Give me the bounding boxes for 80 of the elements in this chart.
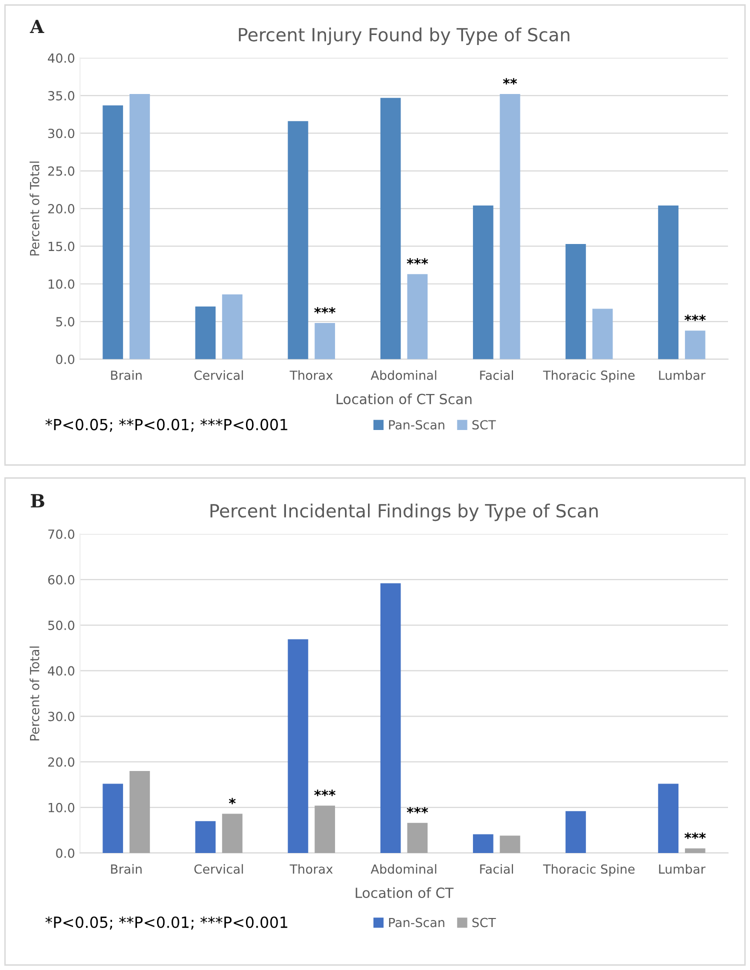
bar bbox=[130, 94, 150, 360]
bar bbox=[684, 330, 706, 360]
legend-label: Pan-Scan bbox=[389, 918, 444, 928]
y-tick-label: 30.0 bbox=[48, 712, 74, 722]
x-tick-label: Facial bbox=[480, 370, 513, 380]
y-tick-label: 25.0 bbox=[48, 166, 74, 176]
bar bbox=[500, 836, 520, 853]
bar bbox=[684, 848, 706, 853]
legend-label: SCT bbox=[472, 420, 496, 430]
x-tick-label: Brain bbox=[111, 864, 142, 874]
x-tick-label: Cervical bbox=[194, 370, 243, 380]
x-tick-label: Thorax bbox=[290, 370, 333, 380]
bar bbox=[102, 105, 124, 360]
y-tick-label: 40.0 bbox=[48, 666, 74, 676]
y-tick-label: 70.0 bbox=[48, 529, 74, 539]
bar bbox=[222, 294, 242, 360]
y-tick-label: 20.0 bbox=[48, 757, 74, 767]
bar bbox=[102, 784, 124, 853]
bar bbox=[222, 814, 242, 853]
y-tick-label: 30.0 bbox=[48, 128, 74, 138]
x-tick-label: Brain bbox=[111, 370, 142, 380]
bar bbox=[592, 308, 613, 360]
annotation: *** bbox=[406, 806, 428, 814]
text: *P<0.05; **P<0.01; ***P<0.001 bbox=[45, 418, 288, 432]
y-tick-label: 50.0 bbox=[48, 620, 74, 630]
bar bbox=[500, 94, 520, 360]
bar bbox=[314, 323, 336, 360]
y-tick-label: 60.0 bbox=[48, 575, 74, 584]
annotation: *** bbox=[406, 258, 428, 265]
legend-label: SCT bbox=[472, 918, 496, 928]
bar bbox=[288, 121, 308, 360]
text: A bbox=[30, 20, 44, 33]
x-axis-title: Location of CT Scan bbox=[336, 394, 472, 404]
bar bbox=[658, 206, 678, 360]
bar bbox=[130, 770, 150, 853]
y-tick-label: 10.0 bbox=[48, 279, 74, 289]
bar bbox=[195, 821, 216, 853]
bar bbox=[407, 822, 428, 853]
bar bbox=[314, 806, 336, 853]
y-tick-label: 10.0 bbox=[48, 802, 74, 812]
bar bbox=[380, 583, 401, 853]
bar bbox=[472, 834, 494, 853]
bar bbox=[407, 274, 428, 360]
y-tick-label: 0.0 bbox=[56, 354, 74, 364]
y-tick-label: 0.0 bbox=[56, 848, 74, 858]
bar bbox=[195, 306, 216, 360]
bar bbox=[380, 98, 401, 360]
x-tick-label: Facial bbox=[480, 864, 513, 874]
y-axis-title: Percent of Total bbox=[30, 162, 40, 256]
annotation: *** bbox=[684, 832, 706, 839]
chart-title: Percent Incidental Findings by Type of Scan bbox=[210, 504, 598, 522]
text: B bbox=[30, 494, 44, 508]
y-tick-label: 20.0 bbox=[48, 204, 74, 214]
bar bbox=[288, 639, 308, 853]
x-tick-label: Lumbar bbox=[659, 370, 706, 380]
bar bbox=[566, 244, 586, 360]
annotation: ** bbox=[503, 78, 517, 85]
annotation: *** bbox=[314, 307, 336, 314]
annotation: *** bbox=[684, 314, 706, 322]
chart-title: Percent Injury Found by Type of Scan bbox=[238, 28, 570, 45]
bar bbox=[566, 811, 586, 853]
text: *P<0.05; **P<0.01; ***P<0.001 bbox=[45, 916, 288, 930]
y-tick-label: 5.0 bbox=[56, 317, 74, 326]
y-tick-label: 40.0 bbox=[48, 53, 74, 63]
x-tick-label: Thoracic Spine bbox=[543, 864, 635, 876]
x-axis-title: Location of CT bbox=[356, 887, 454, 898]
x-tick-label: Thoracic Spine bbox=[543, 370, 635, 382]
x-tick-label: Abdominal bbox=[370, 370, 436, 380]
annotation: *** bbox=[314, 790, 336, 796]
legend-label: Pan-Scan bbox=[389, 420, 444, 430]
x-tick-label: Cervical bbox=[194, 864, 243, 874]
y-tick-label: 15.0 bbox=[48, 242, 74, 252]
y-tick-label: 35.0 bbox=[48, 91, 74, 100]
annotation: * bbox=[228, 798, 236, 804]
x-tick-label: Lumbar bbox=[659, 864, 706, 874]
bar bbox=[472, 206, 494, 360]
x-tick-label: Abdominal bbox=[370, 864, 436, 874]
bar bbox=[658, 784, 678, 853]
x-tick-label: Thorax bbox=[290, 864, 333, 874]
y-axis-title: Percent of Total bbox=[30, 646, 40, 740]
